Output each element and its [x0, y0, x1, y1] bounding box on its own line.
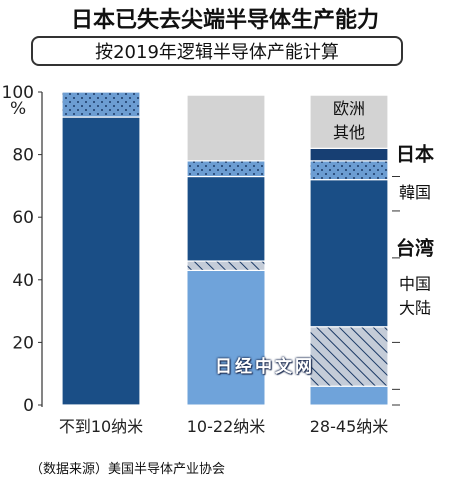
subtitle-text: 按2019年逻辑半导体产能计算 [95, 42, 339, 63]
series-label: 中国 [399, 274, 431, 293]
chart-subtitle: 按2019年逻辑半导体产能计算 [31, 36, 403, 66]
bar-segment [309, 385, 389, 406]
y-tick-label: 60 [12, 208, 34, 228]
y-axis-unit: % [10, 99, 26, 119]
y-tick-label: 0 [23, 396, 34, 416]
x-tick-label: 10-22纳米 [187, 417, 266, 436]
series-label: 日本 [396, 143, 434, 166]
x-tick-label: 不到10纳米 [59, 417, 143, 436]
chart-title: 日本已失去尖端半导体生产能力 [70, 8, 379, 33]
bar-segment [309, 94, 389, 149]
series-label: 其他 [333, 123, 365, 142]
bar-segment [61, 91, 141, 118]
bar-segment [309, 160, 389, 181]
bar-segment [186, 260, 266, 272]
series-label: 台湾 [396, 237, 434, 260]
bar-segment [186, 160, 266, 178]
y-tick-label: 80 [12, 146, 34, 166]
bar-segment [186, 269, 266, 406]
bar-segment [61, 116, 141, 406]
watermark: 日经中文网 [215, 357, 315, 377]
series-label: 欧洲 [333, 99, 365, 118]
series-label: 韓国 [399, 183, 431, 202]
series-label: 大陆 [399, 298, 431, 317]
y-tick-label: 100 [2, 83, 34, 103]
x-tick-label: 28-45纳米 [310, 417, 389, 436]
bar-segment [186, 94, 266, 162]
y-tick-label: 20 [12, 333, 34, 353]
data-source-note: （数据来源）美国半导体产业协会 [30, 462, 226, 477]
bar-segment [186, 175, 266, 262]
bar-segment [309, 147, 389, 162]
bar-segment [309, 326, 389, 387]
y-tick-label: 40 [12, 271, 34, 291]
bar-segment [309, 179, 389, 328]
